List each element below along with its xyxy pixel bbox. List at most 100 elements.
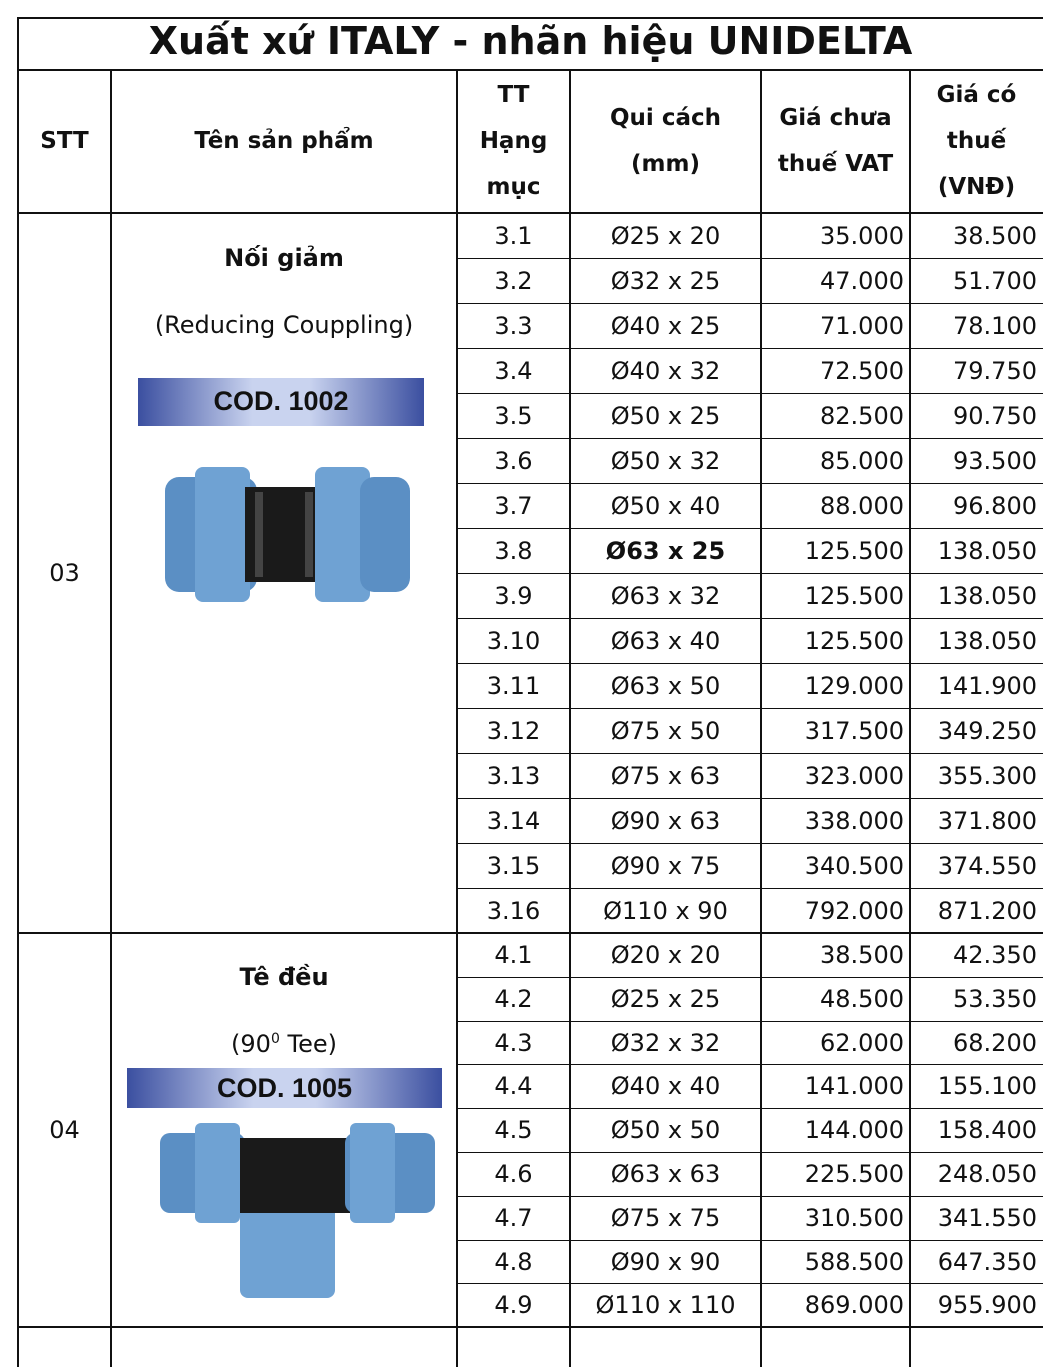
header-cell: STT	[40, 128, 89, 154]
price-incl-vat: 51.700	[953, 266, 1037, 295]
price-incl-vat: 93.500	[953, 446, 1037, 475]
rule	[18, 17, 1043, 19]
price-incl-vat: 78.100	[953, 311, 1037, 340]
header-cell: Tên sản phẩm	[194, 128, 374, 154]
price-incl-vat: 141.900	[937, 671, 1037, 700]
spec: Ø75 x 63	[610, 761, 721, 790]
subtitle-part: (Reducing Couppling)	[154, 311, 414, 339]
price-incl-vat: 96.800	[953, 491, 1037, 520]
item-no: 3.15	[486, 851, 541, 880]
header-cell: (VNĐ)	[937, 174, 1016, 200]
rule	[457, 573, 1043, 574]
item-no: 3.4	[494, 356, 533, 385]
item-no: 4.4	[494, 1072, 533, 1101]
spec: Ø25 x 25	[610, 984, 721, 1013]
item-no: 3.10	[486, 626, 541, 655]
price-incl-vat: 138.050	[937, 581, 1037, 610]
price-excl-vat: 38.500	[820, 940, 904, 969]
price-excl-vat: 141.000	[804, 1072, 904, 1101]
spec: Ø32 x 32	[610, 1028, 721, 1057]
price-excl-vat: 144.000	[804, 1116, 904, 1145]
spec: Ø50 x 25	[610, 401, 721, 430]
item-no: 3.13	[486, 761, 541, 790]
rule	[457, 438, 1043, 439]
spec: Ø90 x 90	[610, 1247, 721, 1276]
item-no: 3.2	[494, 266, 533, 295]
item-no: 3.8	[494, 536, 533, 565]
rule	[110, 70, 112, 1367]
subtitle-part: 0	[270, 1031, 280, 1047]
price-incl-vat: 155.100	[937, 1072, 1037, 1101]
price-excl-vat: 62.000	[820, 1028, 904, 1057]
item-no: 4.3	[494, 1028, 533, 1057]
item-no: 4.6	[494, 1159, 533, 1188]
rule	[17, 17, 19, 1367]
item-no: 4.7	[494, 1203, 533, 1232]
price-excl-vat: 125.500	[804, 626, 904, 655]
price-excl-vat: 340.500	[804, 851, 904, 880]
rule	[457, 843, 1043, 844]
price-excl-vat: 792.000	[804, 896, 904, 925]
spec: Ø90 x 63	[610, 806, 721, 835]
price-incl-vat: 79.750	[953, 356, 1037, 385]
rule	[18, 69, 1043, 71]
price-incl-vat: 138.050	[937, 626, 1037, 655]
price-excl-vat: 48.500	[820, 984, 904, 1013]
rule	[457, 393, 1043, 394]
price-excl-vat: 310.500	[804, 1203, 904, 1232]
spec: Ø40 x 32	[610, 356, 721, 385]
price-incl-vat: 955.900	[937, 1291, 1037, 1320]
rule	[457, 888, 1043, 889]
item-no: 3.6	[494, 446, 533, 475]
rule	[457, 483, 1043, 484]
item-no: 3.11	[486, 671, 541, 700]
header-cell: Giá chưa	[779, 105, 892, 131]
header-cell: Hạng	[479, 128, 548, 154]
price-excl-vat: 338.000	[804, 806, 904, 835]
rule	[457, 663, 1043, 664]
price-incl-vat: 371.800	[937, 806, 1037, 835]
price-excl-vat: 129.000	[804, 671, 904, 700]
header-cell: Giá có	[936, 82, 1017, 108]
price-incl-vat: 42.350	[953, 940, 1037, 969]
rule	[457, 303, 1043, 304]
header-cell: thuế	[946, 128, 1007, 154]
item-no: 3.5	[494, 401, 533, 430]
rule	[457, 1020, 1043, 1022]
price-excl-vat: 88.000	[820, 491, 904, 520]
product-subtitle: (Reducing Couppling)	[111, 313, 457, 337]
price-incl-vat: 90.750	[953, 401, 1037, 430]
header-cell: Qui cách	[610, 105, 721, 131]
spec: Ø20 x 20	[610, 940, 721, 969]
spec: Ø40 x 25	[610, 311, 721, 340]
item-no: 4.2	[494, 984, 533, 1013]
price-excl-vat: 588.500	[804, 1247, 904, 1276]
price-excl-vat: 125.500	[804, 581, 904, 610]
price-incl-vat: 248.050	[937, 1159, 1037, 1188]
spec: Ø63 x 32	[610, 581, 721, 610]
spec: Ø63 x 40	[610, 626, 721, 655]
spec: Ø63 x 63	[610, 1159, 721, 1188]
item-no: 3.16	[486, 896, 541, 925]
spec: Ø63 x 25	[605, 536, 726, 565]
price-incl-vat: 647.350	[937, 1247, 1037, 1276]
item-no: 4.5	[494, 1116, 533, 1145]
item-no: 3.14	[486, 806, 541, 835]
rule	[457, 753, 1043, 754]
price-incl-vat: 349.250	[937, 716, 1037, 745]
rule	[457, 618, 1043, 619]
price-excl-vat: 125.500	[804, 536, 904, 565]
spec: Ø110 x 90	[603, 896, 728, 925]
header-cell: TT	[497, 82, 530, 108]
rule	[457, 348, 1043, 349]
spec: Ø63 x 50	[610, 671, 721, 700]
product-code: COD. 1005	[127, 1068, 442, 1108]
price-excl-vat: 35.000	[820, 221, 904, 250]
rule	[457, 1064, 1043, 1066]
stt: 03	[49, 559, 80, 587]
product-name: Tê đều	[239, 963, 329, 991]
price-incl-vat: 68.200	[953, 1028, 1037, 1057]
spec: Ø50 x 50	[610, 1116, 721, 1145]
price-incl-vat: 138.050	[937, 536, 1037, 565]
